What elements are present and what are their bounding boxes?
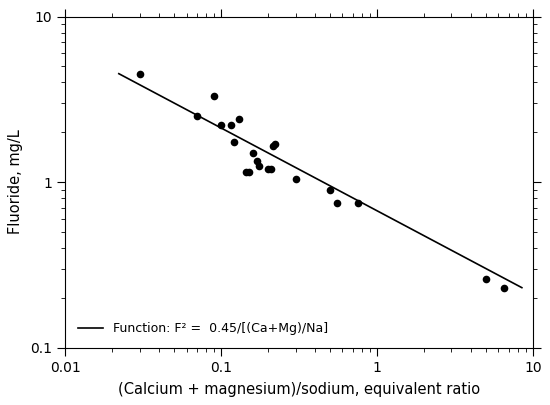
- Function: F² =  0.45/[(Ca+Mg)/Na]: (0.552, 0.903): F² = 0.45/[(Ca+Mg)/Na]: (0.552, 0.903): [334, 187, 340, 192]
- Legend: Function: F² =  0.45/[(Ca+Mg)/Na]: Function: F² = 0.45/[(Ca+Mg)/Na]: [72, 316, 334, 341]
- Point: [135, 71, 144, 77]
- Point: [235, 116, 244, 122]
- Function: F² =  0.45/[(Ca+Mg)/Na]: (0.386, 1.08): F² = 0.45/[(Ca+Mg)/Na]: (0.386, 1.08): [309, 174, 316, 179]
- Point: [326, 186, 334, 193]
- Point: [244, 169, 253, 175]
- Point: [242, 169, 251, 175]
- Function: F² =  0.45/[(Ca+Mg)/Na]: (0.372, 1.1): F² = 0.45/[(Ca+Mg)/Na]: (0.372, 1.1): [307, 173, 314, 178]
- Point: [264, 166, 273, 172]
- Point: [499, 284, 508, 291]
- Point: [253, 157, 262, 164]
- Point: [291, 175, 300, 182]
- Function: F² =  0.45/[(Ca+Mg)/Na]: (0.762, 0.768): F² = 0.45/[(Ca+Mg)/Na]: (0.762, 0.768): [355, 198, 362, 203]
- Point: [268, 143, 277, 149]
- X-axis label: (Calcium + magnesium)/sodium, equivalent ratio: (Calcium + magnesium)/sodium, equivalent…: [118, 382, 480, 396]
- Point: [482, 276, 491, 282]
- Point: [332, 200, 341, 206]
- Point: [249, 150, 257, 156]
- Point: [267, 166, 276, 172]
- Line: Function: F² =  0.45/[(Ca+Mg)/Na]: Function: F² = 0.45/[(Ca+Mg)/Na]: [119, 74, 522, 288]
- Function: F² =  0.45/[(Ca+Mg)/Na]: (7.37, 0.247): F² = 0.45/[(Ca+Mg)/Na]: (7.37, 0.247): [509, 280, 515, 285]
- Point: [210, 93, 218, 100]
- Function: F² =  0.45/[(Ca+Mg)/Na]: (8.5, 0.23): F² = 0.45/[(Ca+Mg)/Na]: (8.5, 0.23): [519, 285, 525, 290]
- Function: F² =  0.45/[(Ca+Mg)/Na]: (2.9, 0.394): F² = 0.45/[(Ca+Mg)/Na]: (2.9, 0.394): [446, 247, 453, 252]
- Point: [229, 139, 238, 145]
- Point: [226, 122, 235, 129]
- Point: [255, 163, 263, 169]
- Y-axis label: Fluoride, mg/L: Fluoride, mg/L: [8, 130, 23, 234]
- Function: F² =  0.45/[(Ca+Mg)/Na]: (0.022, 4.52): F² = 0.45/[(Ca+Mg)/Na]: (0.022, 4.52): [116, 71, 122, 76]
- Point: [353, 200, 362, 206]
- Point: [192, 113, 201, 119]
- Point: [270, 141, 279, 147]
- Point: [217, 122, 226, 129]
